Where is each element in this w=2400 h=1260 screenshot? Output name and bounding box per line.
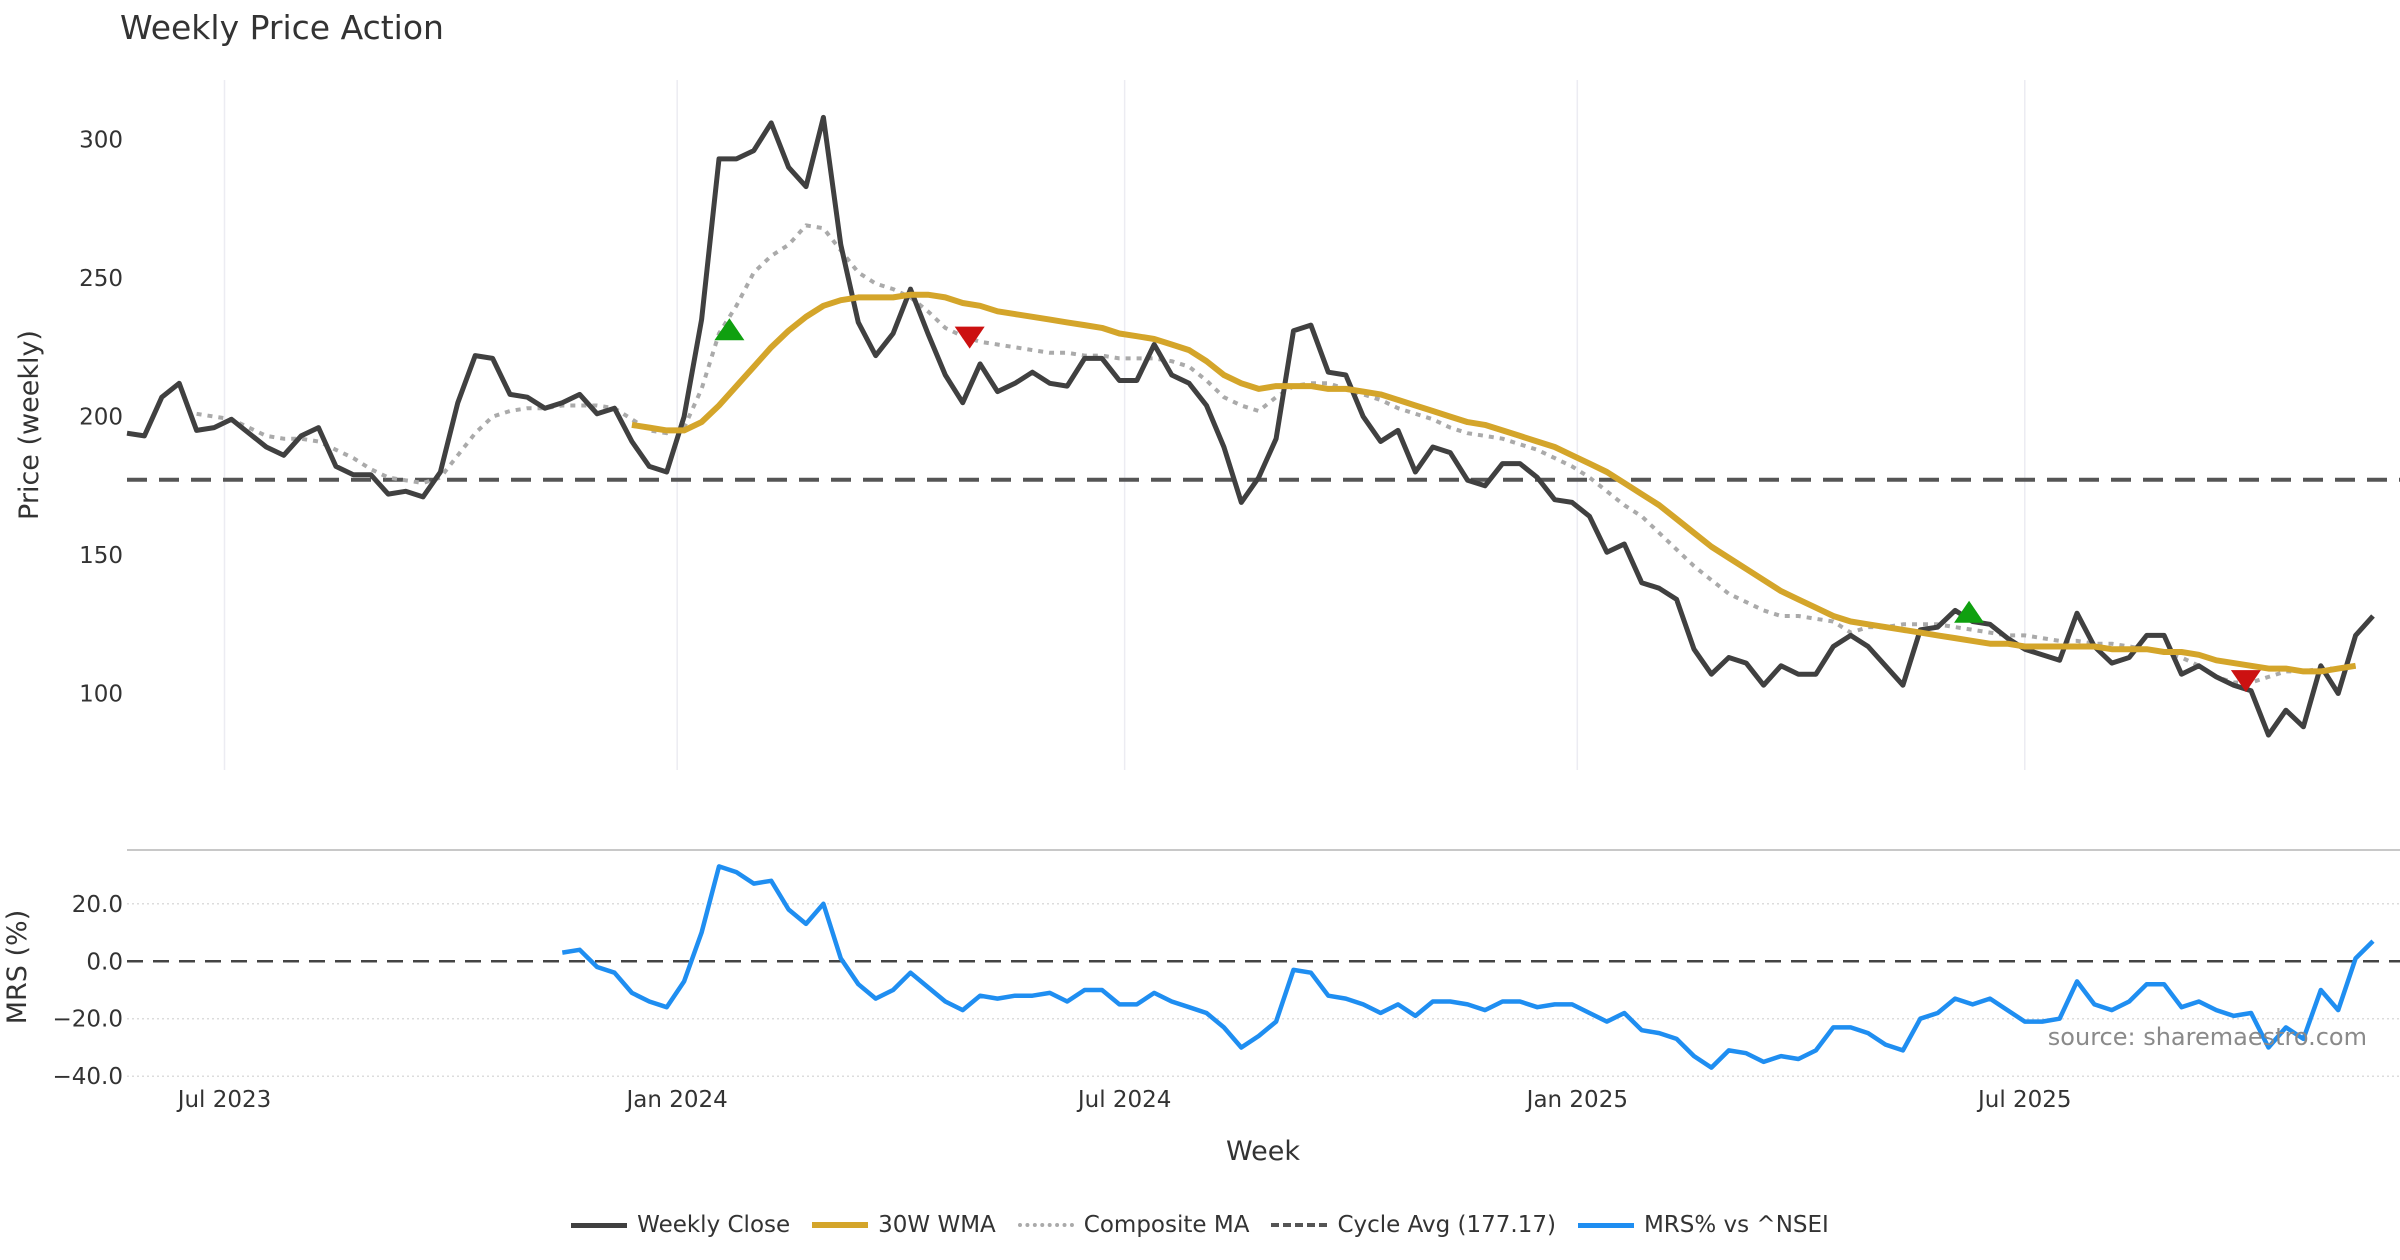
buy-signal-marker: [1954, 600, 1985, 623]
legend-item-wma: 30W WMA: [812, 1212, 996, 1238]
mrs-y-tick-label: 0.0: [86, 949, 123, 975]
sell-signal-marker: [2230, 670, 2261, 693]
x-tick-label: Jul 2024: [1076, 1087, 1172, 1113]
y-tick-label: 150: [79, 543, 123, 569]
x-axis-label: Week: [1226, 1136, 1300, 1167]
mrs-line: [561, 864, 2375, 1070]
legend-swatch-icon: [1271, 1223, 1328, 1227]
composite-ma-line: [196, 223, 2356, 685]
y-tick-label: 200: [79, 405, 123, 431]
legend-swatch-icon: [1577, 1222, 1634, 1228]
mrs-y-tick-label: 20.0: [72, 892, 123, 918]
legend-label: Weekly Close: [637, 1212, 791, 1238]
legend-swatch-icon: [812, 1222, 869, 1228]
legend-item-composite: Composite MA: [1017, 1212, 1250, 1238]
legend-swatch-icon: [1017, 1223, 1074, 1227]
x-tick-label: Jul 2025: [1976, 1087, 2072, 1113]
x-tick-label: Jan 2025: [1525, 1087, 1628, 1113]
y-tick-label: 300: [79, 128, 123, 154]
legend-item-close: Weekly Close: [571, 1212, 790, 1238]
buy-signal-marker: [714, 318, 745, 341]
x-tick-label: Jan 2024: [625, 1087, 728, 1113]
mrs-y-tick-label: −20.0: [53, 1007, 123, 1033]
weekly-close-line: [126, 114, 2375, 738]
mrs-axis-label: MRS (%): [2, 910, 33, 1025]
legend-label: MRS% vs ^NSEI: [1643, 1212, 1829, 1238]
legend-label: 30W WMA: [878, 1212, 996, 1238]
chart-title: Weekly Price Action: [120, 8, 444, 47]
mrs-y-tick-label: −40.0: [53, 1064, 123, 1090]
wma-30w-line: [631, 291, 2357, 675]
y-tick-label: 100: [79, 682, 123, 708]
sell-signal-marker: [954, 326, 985, 349]
legend-label: Composite MA: [1083, 1212, 1250, 1238]
legend-label: Cycle Avg (177.17): [1337, 1212, 1556, 1238]
legend-item-cycle: Cycle Avg (177.17): [1271, 1212, 1556, 1238]
legend-swatch-icon: [571, 1222, 628, 1228]
y-tick-label: 250: [79, 266, 123, 292]
y-axis-label: Price (weekly): [14, 330, 45, 520]
legend: Weekly Close 30W WMA Composite MA Cycle Avg…: [0, 1212, 2400, 1238]
legend-item-mrs: MRS% vs ^NSEI: [1577, 1212, 1829, 1238]
x-tick-label: Jul 2023: [176, 1087, 272, 1113]
source-label: source: sharemaestro.com: [2048, 1023, 2367, 1051]
